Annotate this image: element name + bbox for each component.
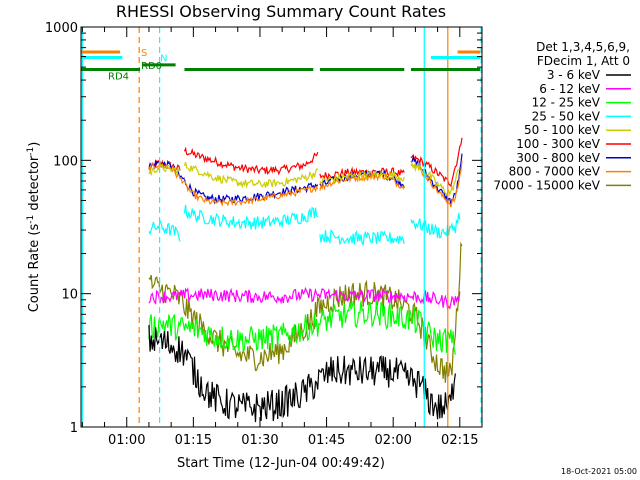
series-12-25-kev-segment-1 <box>148 300 456 355</box>
x-tick-label: 01:45 <box>308 433 345 448</box>
x-tick-label: 02:15 <box>441 433 478 448</box>
x-tick-label: 01:30 <box>241 433 278 448</box>
series-50-100-kev-segment-3 <box>319 169 405 185</box>
legend-label: 12 - 25 keV <box>532 96 601 110</box>
series-800-7000-kev-segment-3 <box>319 172 405 191</box>
series-layer <box>148 137 463 423</box>
y-label-main: Count Rate (s <box>27 224 42 313</box>
x-tick-label: 01:00 <box>108 433 145 448</box>
legend-header-decim: FDecim 1, Att 0 <box>537 54 630 68</box>
series-100-300-kev-segment-2 <box>183 146 319 176</box>
y-label-end: ) <box>27 142 42 147</box>
y-label-sup1: -1 <box>26 215 36 224</box>
legend-label: 25 - 50 keV <box>532 109 601 123</box>
axis-ticks: 1 10 100 1000 01:00 01:15 01:30 01:45 02:00 02:15 <box>45 21 483 448</box>
legend-label: 100 - 300 keV <box>516 137 600 151</box>
y-tick-label: 1000 <box>45 21 78 36</box>
flag-label-rd4: RD4 <box>108 72 129 83</box>
series-25-50-kev-segment-1 <box>148 218 181 242</box>
x-tick-label: 02:00 <box>374 433 411 448</box>
x-tick-label: 01:15 <box>175 433 212 448</box>
plot-frame <box>80 26 483 428</box>
series-25-50-kev-segment-3 <box>319 229 405 247</box>
y-tick-label: 10 <box>61 288 78 303</box>
legend-label: 50 - 100 keV <box>524 123 601 137</box>
series-25-50-kev-segment-2 <box>183 204 319 230</box>
y-tick-label: 1 <box>70 421 78 436</box>
legend-label: 800 - 7000 keV <box>509 165 601 179</box>
legend-label: 3 - 6 keV <box>547 68 601 82</box>
y-label-mid: detector <box>27 155 42 215</box>
legend-header-detectors: Det 1,3,4,5,6,9, <box>536 40 630 54</box>
legend: Det 1,3,4,5,6,9, FDecim 1, Att 0 3 - 6 k… <box>493 40 631 192</box>
legend-label: 6 - 12 keV <box>539 82 601 96</box>
series-100-300-kev-segment-4 <box>410 137 463 188</box>
flag-label-s: S <box>141 48 147 59</box>
y-axis-label: Count Rate (s-1 detector-1) <box>26 142 42 313</box>
footer-timestamp: 18-Oct-2021 05:00 <box>561 467 637 476</box>
series-3-6-kev-segment-1 <box>148 325 456 423</box>
chart-title: RHESSI Observing Summary Count Rates <box>116 2 446 21</box>
series-50-100-kev-segment-2 <box>183 162 318 189</box>
y-label-sup2: -1 <box>26 147 36 156</box>
y-tick-label: 100 <box>53 154 78 169</box>
flag-label-n: N <box>160 54 167 65</box>
series-25-50-kev-segment-4 <box>410 212 461 239</box>
series-50-100-kev-segment-4 <box>410 161 460 197</box>
flag-label-rd0: RD0 <box>141 61 162 72</box>
series-6-12-kev-segment-1 <box>148 286 461 311</box>
legend-label: 7000 - 15000 keV <box>493 178 600 192</box>
x-axis-label: Start Time (12-Jun-04 00:49:42) <box>177 456 385 471</box>
series-7000-15000-kev-segment-1 <box>148 241 463 383</box>
legend-label: 300 - 800 keV <box>516 151 600 165</box>
series-800-7000-kev-segment-2 <box>183 180 319 207</box>
series-50-100-kev-segment-1 <box>148 163 181 177</box>
vertical-markers <box>81 27 482 427</box>
